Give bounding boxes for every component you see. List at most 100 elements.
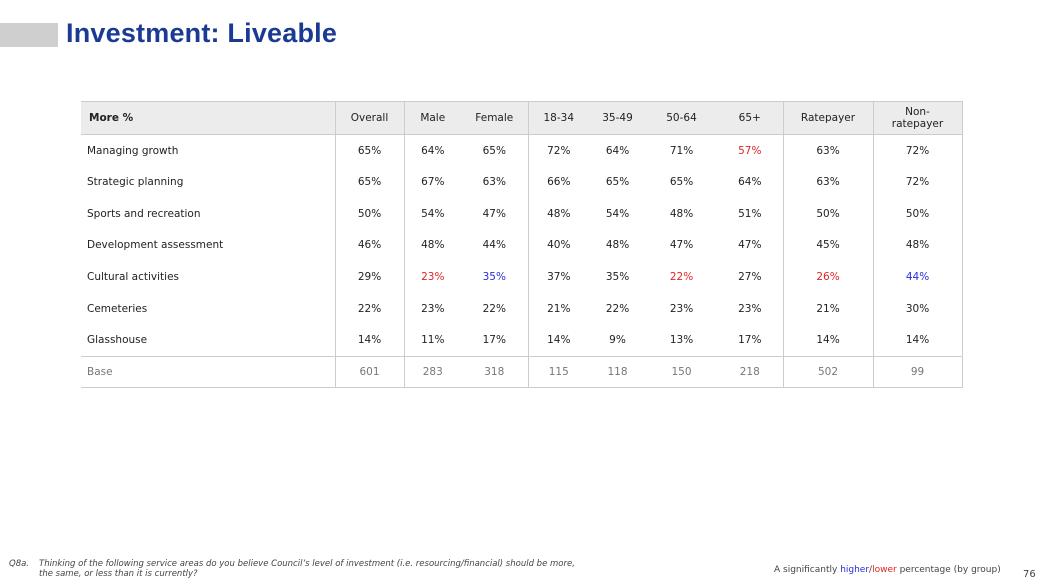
cell-50-64: 65% — [669, 176, 694, 189]
cell-18-34: 115 — [528, 355, 589, 388]
row-label: Strategic planning — [81, 166, 336, 198]
cell-ratepayer: 63% — [783, 166, 874, 198]
cell-ratepayer: 45% — [783, 229, 874, 262]
cell-50-64: 47% — [669, 239, 694, 252]
cell-non-ratepayer: 30% — [873, 292, 963, 325]
table-row: Cemeteries 22% 23% 22% 21% 22% 23% 23% 21% 30% — [81, 292, 963, 325]
cell-18-34: 66% — [547, 176, 571, 189]
cell-65-plus: 47% — [717, 229, 784, 262]
col-header-65-plus: 65+ — [717, 101, 784, 135]
legend-higher: higher — [840, 565, 870, 575]
table-row: Sports and recreation 50% 54% 47% 48% 54% 48% 5… — [81, 197, 963, 230]
col-header-overall: Overall — [335, 101, 405, 135]
cell-ratepayer: 14% — [783, 324, 874, 357]
cell-non-ratepayer: 14% — [873, 324, 963, 357]
cell-female: 318 — [461, 355, 529, 388]
table-header-row: More % Overall Male Female 18-34 35-49 5… — [81, 101, 963, 135]
cell-male: 23% — [421, 302, 445, 315]
row-label: Development assessment — [81, 229, 336, 262]
table-row: Glasshouse 14% 11% 17% 14% 9% 13% 17% 14% 14% — [81, 324, 963, 357]
cell-non-ratepayer: 72% — [873, 166, 963, 198]
cell-35-49: 22% — [605, 302, 630, 315]
page-number: 76 — [1023, 569, 1036, 580]
cell-35-49: 64% — [605, 144, 630, 157]
cell-ratepayer: 26% — [783, 261, 874, 293]
legend-lower: lower — [872, 565, 897, 575]
row-header-label: More % — [81, 101, 336, 135]
row-label: Cultural activities — [81, 261, 336, 293]
cell-65-plus: 51% — [717, 197, 784, 230]
cell-ratepayer: 50% — [783, 197, 874, 230]
legend-prefix: A significantly — [774, 565, 841, 575]
col-header-female: Female — [461, 101, 529, 135]
cell-female: 44% — [461, 229, 529, 262]
row-label: Glasshouse — [81, 324, 336, 357]
cell-overall: 50% — [335, 197, 405, 230]
cell-male: 67% — [421, 176, 445, 189]
cell-50-64: 22% — [669, 271, 694, 284]
table-row: Strategic planning 65% 67% 63% 66% 65% 65% 64% 6… — [81, 166, 963, 198]
cell-50-64: 23% — [669, 302, 694, 315]
question-footnote: Q8a. Thinking of the following service a… — [9, 559, 649, 579]
table-row: Development assessment 46% 48% 44% 40% 48% 47%… — [81, 229, 963, 262]
cell-35-49: 9% — [609, 334, 626, 347]
cell-18-34: 40% — [547, 239, 571, 252]
base-row: Base 601 283 318 115 118 150 218 502 99 — [81, 355, 963, 388]
cell-ratepayer: 21% — [783, 292, 874, 325]
cell-35-49: 48% — [605, 239, 630, 252]
cell-65-plus: 23% — [717, 292, 784, 325]
cell-65-plus: 64% — [717, 166, 784, 198]
cell-overall: 601 — [335, 355, 405, 388]
cell-18-34: 72% — [547, 144, 571, 157]
cell-male: 23% — [421, 271, 445, 284]
col-header-35-49: 35-49 — [589, 101, 646, 135]
cell-ratepayer: 63% — [783, 134, 874, 167]
table-row: Managing growth 65% 64% 65% 72% 64% 71% 57% 63% 7… — [81, 134, 963, 167]
question-text-line-2: the same, or less than it is currently? — [39, 569, 198, 579]
cell-female: 22% — [461, 292, 529, 325]
cell-male: 48% — [421, 239, 445, 252]
cell-50-64: 13% — [669, 334, 694, 347]
col-header-ratepayer: Ratepayer — [783, 101, 874, 135]
cell-35-49: 35% — [605, 271, 630, 284]
cell-non-ratepayer: 44% — [873, 261, 963, 293]
cell-female: 35% — [461, 261, 529, 293]
cell-male: 54% — [421, 207, 445, 220]
row-label: Sports and recreation — [81, 197, 336, 230]
significance-legend: A significantly higher/lower percentage … — [774, 565, 1001, 575]
page-title: Investment: Liveable — [66, 18, 338, 48]
cell-overall: 65% — [335, 134, 405, 167]
cell-female: 65% — [461, 134, 529, 167]
cell-overall: 29% — [335, 261, 405, 293]
results-table-container: More % Overall Male Female 18-34 35-49 5… — [81, 101, 963, 388]
cell-overall: 65% — [335, 166, 405, 198]
cell-male: 283 — [404, 355, 461, 388]
cell-35-49: 54% — [605, 207, 630, 220]
cell-female: 47% — [461, 197, 529, 230]
cell-male: 64% — [421, 144, 445, 157]
legend-separator: / — [869, 565, 873, 575]
cell-non-ratepayer: 99 — [873, 355, 963, 388]
cell-65-plus: 17% — [717, 324, 784, 357]
col-header-50-64: 50-64 — [646, 101, 717, 135]
cell-overall: 22% — [335, 292, 405, 325]
cell-65-plus: 27% — [717, 261, 784, 293]
cell-female: 17% — [461, 324, 529, 357]
cell-18-34: 21% — [547, 302, 571, 315]
cell-non-ratepayer: 48% — [873, 229, 963, 262]
cell-35-49: 65% — [605, 176, 630, 189]
question-text-line-1: Thinking of the following service areas … — [39, 559, 575, 569]
cell-18-34: 14% — [547, 334, 571, 347]
cell-overall: 14% — [335, 324, 405, 357]
col-header-male: Male — [404, 101, 461, 135]
cell-ratepayer: 502 — [783, 355, 874, 388]
cell-non-ratepayer: 72% — [873, 134, 963, 167]
cell-18-34: 48% — [547, 207, 571, 220]
cell-female: 63% — [461, 166, 529, 198]
cell-male: 11% — [421, 334, 445, 347]
col-header-18-34: 18-34 — [528, 101, 589, 135]
row-label: Managing growth — [81, 134, 336, 167]
table-body: Managing growth 65% 64% 65% 72% 64% 71% 57% 63% 7… — [81, 134, 963, 388]
cell-65-plus: 57% — [717, 134, 784, 167]
cell-65-plus: 218 — [717, 355, 784, 388]
